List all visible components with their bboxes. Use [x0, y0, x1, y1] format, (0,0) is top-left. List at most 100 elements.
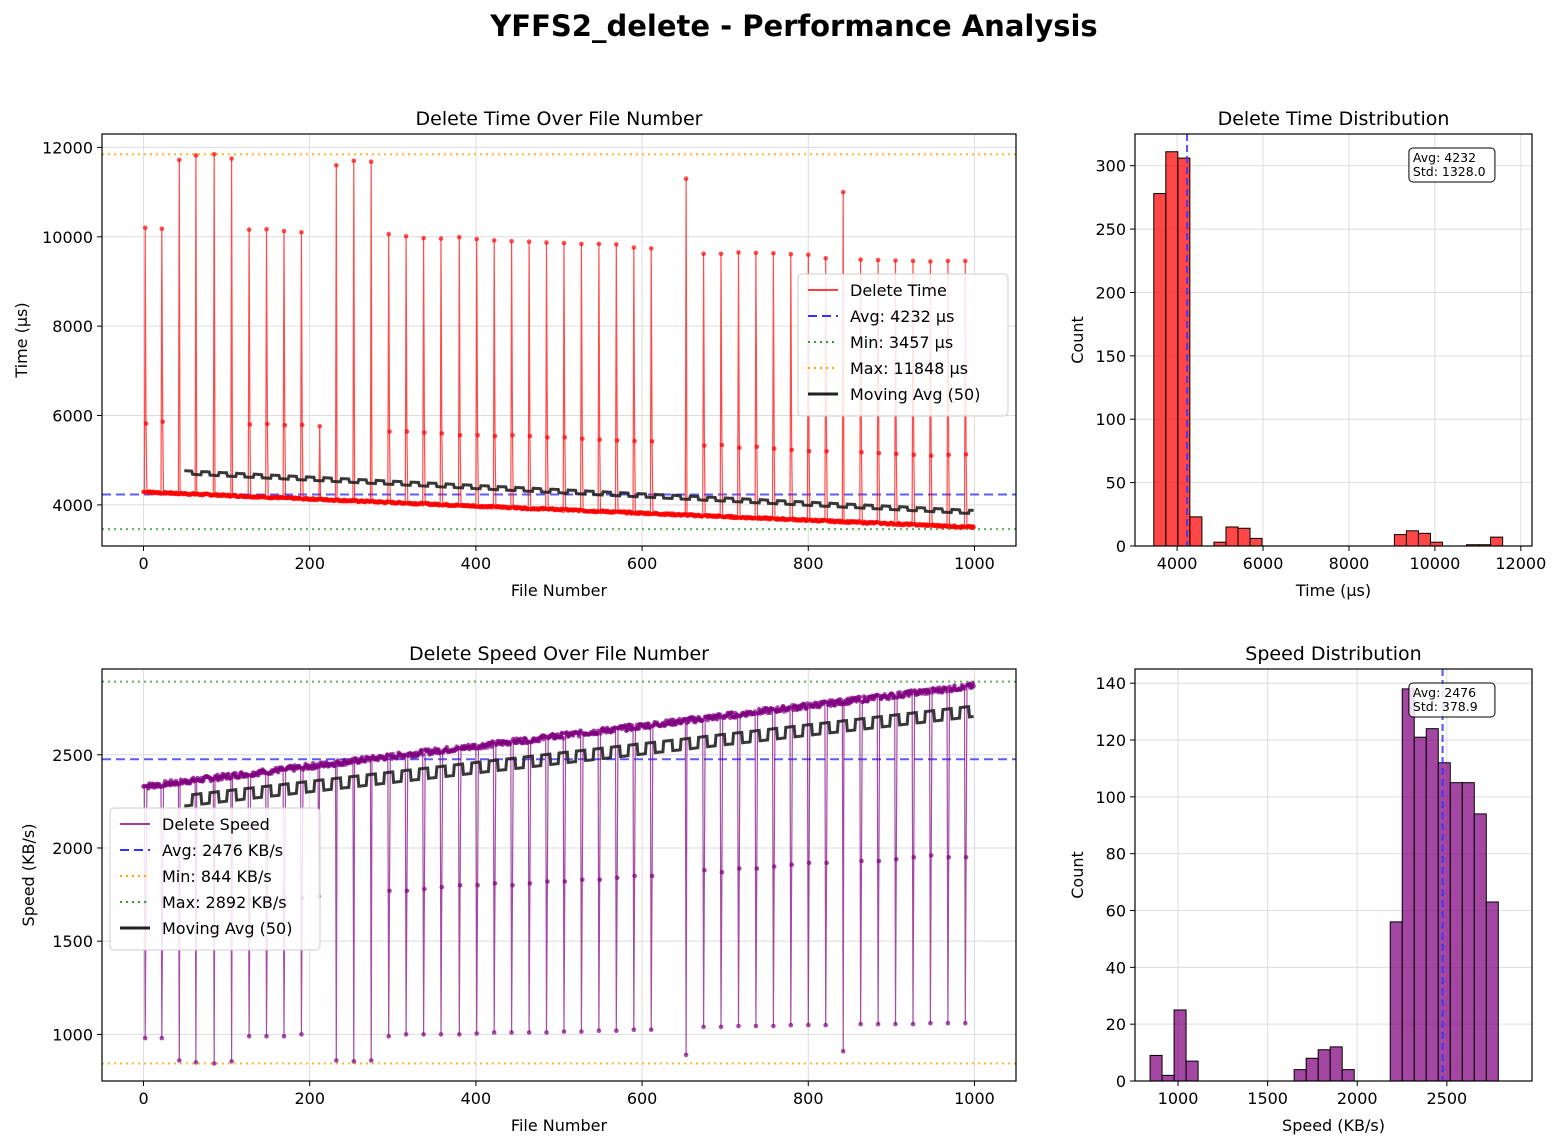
- y-tick-label: 50: [1106, 474, 1126, 493]
- data-point: [386, 231, 392, 237]
- data-point: [614, 875, 620, 881]
- data-point: [894, 451, 899, 457]
- x-tick-label: 4000: [1157, 554, 1198, 573]
- x-axis-label: Speed (KB/s): [1282, 1116, 1385, 1135]
- histogram-bar: [1389, 921, 1403, 1082]
- data-point: [648, 246, 654, 251]
- x-tick-label: 2000: [1337, 1089, 1378, 1108]
- data-point: [928, 1020, 933, 1026]
- data-point: [767, 710, 773, 716]
- data-point: [649, 873, 655, 879]
- x-tick-label: 10000: [1409, 554, 1460, 573]
- plot-frame: [1134, 133, 1533, 547]
- data-point: [596, 1028, 602, 1033]
- y-tick-label: 0: [1116, 537, 1126, 556]
- data-point: [701, 1024, 706, 1030]
- x-axis-label: File Number: [511, 1116, 608, 1135]
- data-point: [736, 250, 741, 255]
- data-point: [281, 228, 287, 234]
- histogram-bar: [1341, 1069, 1355, 1082]
- x-tick-label: 200: [294, 1089, 325, 1108]
- data-point: [351, 1059, 357, 1064]
- data-point: [492, 433, 498, 439]
- data-point: [632, 438, 637, 444]
- data-point: [403, 234, 409, 239]
- data-point: [544, 1030, 549, 1035]
- data-point: [875, 1021, 881, 1027]
- x-tick-label: 800: [793, 554, 824, 573]
- data-point: [474, 1031, 480, 1036]
- data-point: [753, 1023, 759, 1029]
- chart-delete-time: 0 200 400 600 800 1000 4000 6000 8000 10000 12000 D…: [12, 108, 1017, 600]
- data-point: [489, 744, 495, 749]
- x-axis-label: File Number: [511, 581, 608, 600]
- histogram-bar: [1189, 516, 1203, 547]
- data-point: [614, 242, 619, 247]
- y-tick-label: 1000: [52, 1025, 93, 1044]
- y-axis-label: Speed (KB/s): [19, 824, 38, 927]
- data-point: [962, 686, 967, 691]
- y-tick-label: 4000: [52, 496, 93, 515]
- y-tick-label: 2000: [52, 839, 93, 858]
- data-point: [683, 1052, 689, 1058]
- data-point: [246, 1034, 252, 1039]
- data-point: [491, 238, 497, 243]
- histogram-bar: [1317, 1049, 1331, 1082]
- x-tick-label: 6000: [1243, 554, 1284, 573]
- data-point: [457, 883, 463, 888]
- data-point: [771, 864, 777, 869]
- data-point: [491, 1030, 497, 1035]
- y-tick-label: 140: [1095, 674, 1126, 693]
- legend-label: Max: 11848 µs: [850, 359, 968, 378]
- y-tick-label: 1500: [52, 932, 93, 951]
- plot-frame: [101, 668, 1017, 1082]
- histogram-bar: [1225, 526, 1239, 547]
- data-point: [334, 163, 339, 168]
- y-tick-label: 20: [1106, 1015, 1126, 1034]
- data-point: [963, 855, 969, 860]
- data-point: [771, 446, 777, 451]
- data-point: [457, 432, 463, 438]
- data-point: [946, 452, 951, 458]
- data-point: [789, 862, 794, 867]
- y-tick-label: 300: [1095, 157, 1126, 176]
- data-point: [386, 1034, 392, 1039]
- data-point: [562, 879, 568, 884]
- data-point: [282, 423, 288, 428]
- data-point: [910, 1021, 916, 1027]
- data-point: [233, 771, 239, 776]
- histogram-bar: [1437, 762, 1451, 1082]
- data-point: [788, 1022, 794, 1028]
- stats-box: [1408, 682, 1496, 718]
- data-point: [142, 1035, 148, 1041]
- data-point: [510, 432, 515, 438]
- histogram-bar: [1293, 1069, 1307, 1082]
- x-tick-label: 1000: [954, 1089, 995, 1108]
- y-axis-label: Count: [1068, 851, 1087, 899]
- data-point: [597, 437, 602, 442]
- y-tick-label: 100: [1095, 410, 1126, 429]
- data-point: [876, 450, 882, 456]
- y-tick-label: 150: [1095, 347, 1126, 366]
- data-point: [560, 730, 565, 736]
- x-tick-label: 600: [627, 1089, 658, 1108]
- data-point: [701, 251, 706, 257]
- data-point: [963, 1020, 968, 1026]
- data-point: [858, 257, 863, 262]
- y-tick-label: 250: [1095, 220, 1126, 239]
- data-point: [526, 1030, 532, 1035]
- data-point: [317, 423, 323, 429]
- data-point: [457, 234, 462, 240]
- data-point: [771, 1023, 776, 1029]
- stats-text: Std: 378.9: [1413, 699, 1478, 714]
- histogram-bar: [1185, 1060, 1199, 1082]
- data-point: [632, 873, 637, 879]
- data-point: [247, 422, 253, 427]
- data-point: [971, 525, 976, 530]
- data-point: [894, 856, 899, 862]
- data-point: [492, 881, 498, 886]
- figure-title: YFFS2_delete - Performance Analysis: [489, 9, 1097, 43]
- stats-text: Avg: 4232: [1413, 150, 1476, 165]
